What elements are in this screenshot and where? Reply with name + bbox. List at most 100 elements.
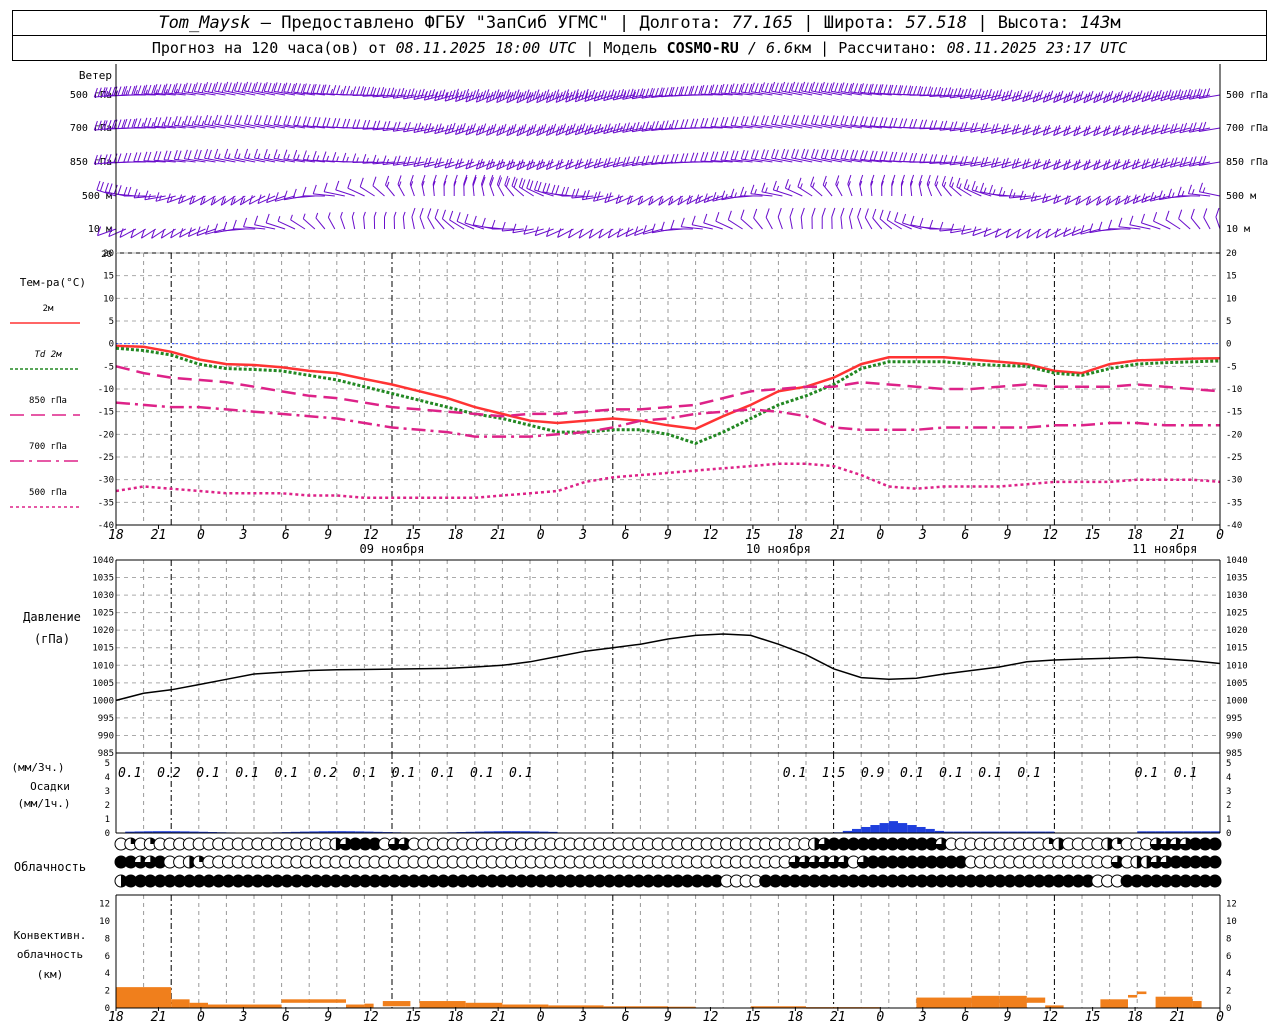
wind-barb-feathers bbox=[1160, 89, 1172, 101]
precip-unit-1h: (мм/1ч.) bbox=[18, 797, 71, 810]
precip-bar bbox=[1017, 831, 1027, 833]
wind-barb-feathers bbox=[472, 215, 477, 226]
wind-barb-feathers bbox=[113, 153, 122, 163]
wind-barb-feathers bbox=[1001, 89, 1013, 102]
wind-barb-feathers bbox=[342, 118, 351, 129]
conv-cloud-segment bbox=[189, 1002, 208, 1008]
precip-bar bbox=[898, 823, 908, 833]
wind-barb bbox=[352, 161, 375, 163]
wind-barb-feathers bbox=[234, 114, 242, 125]
wind-barb-feathers bbox=[253, 148, 261, 159]
wind-barb-feathers bbox=[534, 226, 539, 236]
wind-barb-feathers bbox=[1198, 88, 1211, 99]
wind-barb-feathers bbox=[1005, 228, 1010, 239]
wind-barb-feathers bbox=[771, 114, 779, 125]
precip-bar bbox=[134, 831, 144, 833]
conv-cloud-segment bbox=[281, 999, 346, 1003]
wind-barb-feathers bbox=[584, 124, 594, 135]
wind-barb bbox=[568, 228, 584, 239]
cloud-cover-symbol bbox=[651, 874, 665, 888]
day-label: 09 ноября bbox=[359, 542, 424, 556]
wind-barb-feathers bbox=[650, 120, 662, 131]
wind-barb-feathers bbox=[840, 149, 849, 160]
cloud-cover-symbol bbox=[1169, 855, 1183, 869]
wind-barb-feathers bbox=[526, 123, 537, 136]
cloud-fraction bbox=[1111, 856, 1124, 868]
wind-barb bbox=[728, 219, 743, 230]
wind-barb bbox=[700, 126, 723, 129]
wind-barb bbox=[1053, 195, 1072, 205]
wind-barb-feathers bbox=[273, 149, 281, 160]
wind-barb-feathers bbox=[93, 87, 109, 98]
wind-barb-feathers bbox=[214, 114, 222, 125]
cloud-cover-symbol bbox=[837, 837, 851, 851]
wind-barb bbox=[512, 228, 534, 234]
wind-barb-feathers bbox=[949, 155, 958, 166]
wind-barb-feathers bbox=[658, 196, 664, 206]
pres-ytick-right: 1005 bbox=[1226, 679, 1248, 689]
wind-barb bbox=[464, 222, 485, 230]
wind-barb bbox=[584, 161, 604, 169]
wind-bottom-tick-left: 20 bbox=[101, 250, 112, 260]
wind-barb bbox=[163, 159, 186, 163]
wind-barb-feathers bbox=[840, 207, 845, 218]
wind-barb-feathers bbox=[1169, 123, 1178, 134]
wind-barb-feathers bbox=[593, 191, 601, 202]
cloud-full bbox=[427, 875, 440, 887]
wind-barb-feathers bbox=[516, 159, 526, 170]
wind-barb-feathers bbox=[93, 120, 106, 131]
wind-barb-feathers bbox=[103, 154, 112, 164]
wind-barb-feathers bbox=[990, 123, 999, 134]
wind-barb-feathers bbox=[362, 119, 371, 130]
wind-barb-feathers bbox=[1064, 195, 1071, 205]
precip-bar bbox=[346, 831, 356, 833]
wind-barb-feathers bbox=[372, 176, 377, 186]
wind-barb-feathers bbox=[214, 148, 221, 159]
wind-barb-feathers bbox=[183, 149, 192, 160]
pres-ytick-right: 995 bbox=[1226, 714, 1242, 724]
wind-barb-feathers bbox=[555, 89, 570, 103]
wind-barb bbox=[980, 127, 1002, 134]
wind-barb bbox=[578, 228, 594, 239]
cloud-cover-symbol bbox=[856, 874, 870, 888]
wind-barb-feathers bbox=[273, 115, 282, 126]
cloud-cover-symbol bbox=[368, 874, 382, 888]
cloud-full bbox=[896, 856, 909, 868]
wind-barb-feathers bbox=[189, 195, 195, 205]
wind-barb-feathers bbox=[695, 194, 701, 204]
wind-barb bbox=[751, 124, 773, 129]
wind-barb bbox=[730, 92, 753, 96]
wind-barb-feathers bbox=[869, 83, 882, 94]
wind-barb bbox=[315, 217, 326, 230]
pres-ytick-left: 1015 bbox=[92, 644, 114, 654]
wind-barb-feathers bbox=[133, 188, 141, 199]
cloud-cover-symbol bbox=[925, 837, 939, 851]
precip-bar bbox=[162, 831, 172, 833]
conv-ytick-left: 12 bbox=[99, 900, 110, 910]
wind-barb-feathers bbox=[670, 219, 675, 230]
cloud-cover-symbol bbox=[1159, 855, 1173, 869]
wind-barb bbox=[254, 90, 276, 96]
cloud-full bbox=[290, 875, 303, 887]
wind-barb-feathers bbox=[402, 211, 406, 218]
wind-barb-feathers bbox=[491, 219, 496, 230]
temp-ytick-right: 15 bbox=[1226, 272, 1237, 282]
wind-barb bbox=[1075, 195, 1091, 206]
wind-barb-feathers bbox=[1140, 213, 1145, 224]
cloud-full bbox=[525, 875, 538, 887]
wind-barb-feathers bbox=[274, 192, 279, 202]
wind-barb bbox=[1151, 161, 1171, 169]
wind-barb-feathers bbox=[385, 175, 390, 188]
wind-barb bbox=[1118, 226, 1141, 230]
cloud-full bbox=[769, 875, 782, 887]
wind-title: Ветер bbox=[79, 69, 112, 82]
wind-barb-feathers bbox=[894, 212, 899, 222]
cloud-full bbox=[1160, 875, 1173, 887]
wind-barb bbox=[303, 159, 325, 163]
pres-ytick-right: 1000 bbox=[1226, 696, 1248, 706]
cloud-full bbox=[955, 856, 968, 868]
precip-3h-label: 0.1 bbox=[1135, 766, 1158, 781]
wind-barb bbox=[1001, 94, 1022, 102]
wind-barb bbox=[1150, 195, 1171, 202]
wind-barb-feathers bbox=[603, 89, 617, 101]
